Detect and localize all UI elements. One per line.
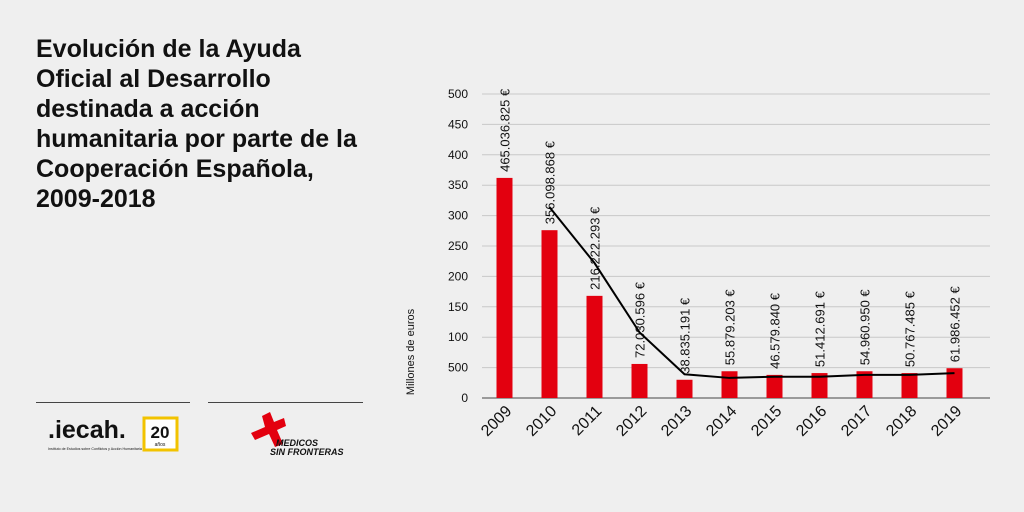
- bar: [676, 379, 693, 398]
- x-tick-label: 2010: [523, 403, 560, 440]
- logo-text: SIN FRONTERAS: [270, 447, 344, 457]
- bar-label: 55.879.203 €: [723, 289, 738, 366]
- bar-label: 51.412.691 €: [813, 290, 828, 367]
- bar-label: 50.767.485 €: [903, 290, 918, 367]
- y-tick-label: 300: [448, 209, 468, 223]
- bar: [631, 363, 648, 398]
- x-tick-label: 2009: [478, 403, 515, 440]
- msf-logo: MEDICOS SIN FRONTERAS: [251, 412, 344, 457]
- y-tick-label: 150: [448, 300, 468, 314]
- bar: [496, 177, 513, 398]
- bar-label: 216.222.293 €: [588, 206, 603, 290]
- title: Evolución de la Ayuda Oficial al Desarro…: [36, 35, 357, 213]
- bar: [946, 368, 963, 398]
- divider: [36, 402, 190, 403]
- bar-label: 38.835.191 €: [678, 297, 693, 374]
- bar-label: 61.986.452 €: [948, 286, 963, 363]
- bar-label: 46.579.840 €: [768, 292, 783, 369]
- bar-label: 356.098.868 €: [543, 140, 558, 224]
- bar: [811, 373, 828, 398]
- y-tick-label: 500: [448, 361, 468, 375]
- y-tick-label: 250: [448, 239, 468, 253]
- logo-text: 20: [151, 423, 170, 442]
- y-tick-label: 350: [448, 178, 468, 192]
- y-tick-label: 0: [461, 391, 468, 405]
- bar: [586, 295, 603, 398]
- line: [548, 206, 955, 379]
- x-tick-label: 2016: [793, 403, 830, 440]
- logo-text: MEDICOS: [276, 438, 318, 448]
- x-tick-label: 2018: [883, 403, 920, 440]
- x-tick-label: 2014: [703, 403, 740, 440]
- x-tick-label: 2013: [658, 403, 695, 440]
- y-tick-label: 400: [448, 148, 468, 162]
- x-tick-label: 2011: [569, 403, 605, 439]
- x-tick-label: 2015: [748, 403, 785, 440]
- x-tick-label: 2012: [613, 403, 650, 440]
- x-tick-label: 2017: [838, 403, 875, 440]
- bar-label: 465.036.825 €: [498, 88, 513, 172]
- bar: [541, 230, 558, 398]
- bar: [766, 374, 783, 398]
- bar: [901, 373, 918, 398]
- bar: [856, 371, 873, 398]
- x-tick-label: 2019: [928, 403, 965, 440]
- y-tick-label: 500: [448, 87, 468, 101]
- y-tick-label: 100: [448, 330, 468, 344]
- logo-text: Instituto de Estudios sobre Conflictos y…: [48, 447, 142, 451]
- y-tick-label: 450: [448, 117, 468, 131]
- logo-box: [142, 416, 179, 452]
- msf-icon: [251, 412, 286, 447]
- y-tick-label: 200: [448, 269, 468, 283]
- logo-text: años: [155, 442, 166, 448]
- bar-label: 72.030.596 €: [633, 281, 648, 358]
- logo-text: .iecah.: [48, 416, 126, 444]
- y-axis-label: Millones de euros: [405, 308, 417, 395]
- bar: [721, 371, 738, 398]
- divider: [208, 402, 363, 403]
- iecah-logo: .iecah. 20 años Instituto de Estudios so…: [48, 416, 179, 452]
- bar-label: 54.960.950 €: [858, 289, 873, 366]
